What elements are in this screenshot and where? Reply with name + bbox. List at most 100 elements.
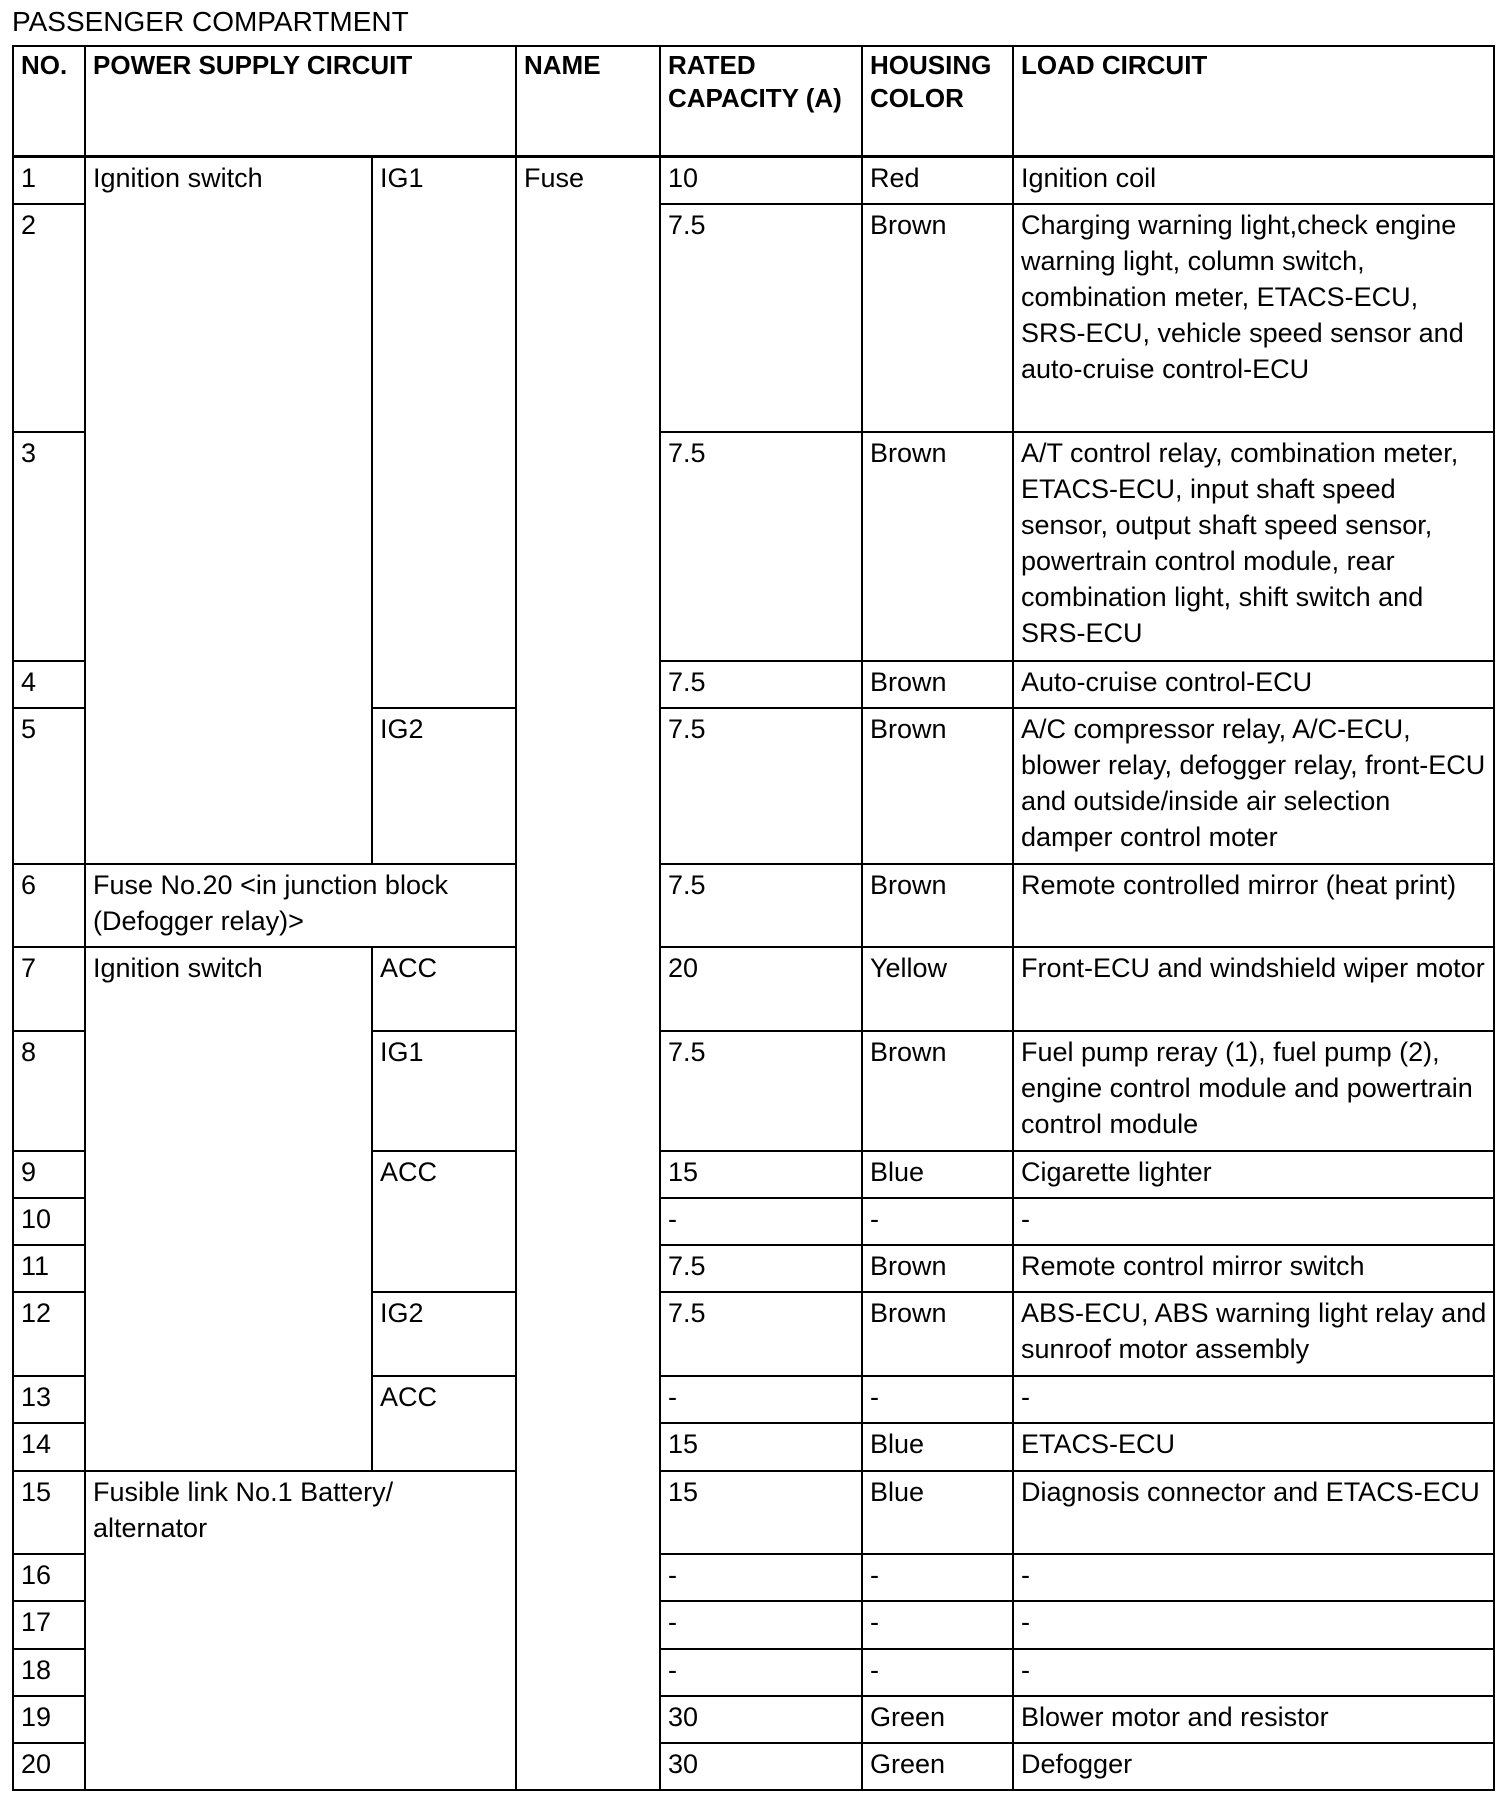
table-row: 18- - - — [12, 1648, 1495, 1697]
load-circuit: Auto-cruise control-ECU — [1012, 660, 1495, 709]
housing-color: Brown — [861, 863, 1014, 948]
housing-color: Blue — [861, 1150, 1014, 1199]
fuse-name: Fuse — [515, 155, 661, 1791]
table-row: 16- - - — [12, 1553, 1495, 1602]
load-circuit: Front-ECU and windshield wiper motor — [1012, 946, 1495, 1032]
load-circuit: Charging warning light,check engine warn… — [1012, 203, 1495, 433]
housing-color: Red — [861, 155, 1014, 205]
load-circuit: ETACS-ECU — [1012, 1422, 1495, 1472]
power-supply-terminal: IG1 — [371, 155, 517, 709]
rated-capacity: 7.5 — [659, 707, 863, 865]
rated-capacity: - — [659, 1197, 863, 1246]
table-row: 10- - - — [12, 1197, 1495, 1246]
power-supply-terminal: ACC — [371, 1150, 517, 1293]
header-housing-color: HOUSING COLOR — [861, 45, 1014, 158]
load-circuit: A/T control relay, combination meter, ET… — [1012, 431, 1495, 662]
housing-color: Brown — [861, 1030, 1014, 1152]
table-row: 15 Fusible link No.1 Battery/ alternator 1… — [12, 1470, 1495, 1791]
load-circuit: ABS-ECU, ABS warning light relay and sun… — [1012, 1291, 1495, 1377]
housing-color: Green — [861, 1695, 1014, 1744]
fuse-number: 11 — [12, 1244, 86, 1293]
housing-color: - — [861, 1648, 1014, 1697]
rated-capacity: 10 — [659, 155, 863, 205]
power-supply-source: Ignition switch — [84, 946, 373, 1472]
rated-capacity: 15 — [659, 1150, 863, 1199]
fuse-number: 7 — [12, 946, 86, 1032]
power-supply-source: Ignition switch — [84, 155, 373, 865]
housing-color: Brown — [861, 660, 1014, 709]
table-row: 9 ACC 15 Blue Cigarette lighter — [12, 1150, 1495, 1293]
fuse-number: 6 — [12, 863, 86, 948]
housing-color: - — [861, 1375, 1014, 1424]
rated-capacity: - — [659, 1600, 863, 1650]
header-no: NO. — [12, 45, 86, 158]
table-row: 13 ACC - - - — [12, 1375, 1495, 1472]
fuse-number: 4 — [12, 660, 86, 709]
rated-capacity: - — [659, 1648, 863, 1697]
load-circuit: Diagnosis connector and ETACS-ECU — [1012, 1470, 1495, 1555]
housing-color: - — [861, 1553, 1014, 1602]
housing-color: - — [861, 1197, 1014, 1246]
load-circuit: A/C compressor relay, A/C-ECU, blower re… — [1012, 707, 1495, 865]
rated-capacity: 15 — [659, 1470, 863, 1555]
rated-capacity: 7.5 — [659, 1244, 863, 1293]
table-row: 17- - - — [12, 1600, 1495, 1650]
housing-color: Brown — [861, 1291, 1014, 1377]
rated-capacity: 7.5 — [659, 863, 863, 948]
power-supply-terminal: ACC — [371, 1375, 517, 1472]
power-supply-terminal: ACC — [371, 946, 517, 1032]
housing-color: Brown — [861, 203, 1014, 433]
rated-capacity: 7.5 — [659, 1291, 863, 1377]
fuse-table: NO. POWER SUPPLY CIRCUIT NAME RATED CAPA… — [12, 45, 1495, 1791]
power-supply-terminal: IG2 — [371, 707, 517, 865]
table-row: 11 7.5 Brown Remote control mirror switch — [12, 1244, 1495, 1293]
table-row: 12 IG2 7.5 Brown ABS-ECU, ABS warning light … — [12, 1291, 1495, 1377]
rated-capacity: 20 — [659, 946, 863, 1032]
header-power-supply-circuit: POWER SUPPLY CIRCUIT — [84, 45, 517, 158]
housing-color: Brown — [861, 707, 1014, 865]
load-circuit: Ignition coil — [1012, 155, 1495, 205]
housing-color: Blue — [861, 1470, 1014, 1555]
load-circuit: - — [1012, 1600, 1495, 1650]
fuse-number: 17 — [12, 1600, 86, 1650]
fuse-number: 8 — [12, 1030, 86, 1152]
fuse-number: 14 — [12, 1422, 86, 1472]
header-rated-capacity: RATED CAPACITY (A) — [659, 45, 863, 158]
fuse-number: 16 — [12, 1553, 86, 1602]
table-row: 1 Ignition switch IG1 Fuse 10 Red Ignition coi… — [12, 155, 1495, 1791]
rated-capacity: 15 — [659, 1422, 863, 1472]
housing-color: - — [861, 1600, 1014, 1650]
fuse-number: 9 — [12, 1150, 86, 1199]
rated-capacity: 7.5 — [659, 203, 863, 433]
rated-capacity: - — [659, 1375, 863, 1424]
load-circuit: - — [1012, 1375, 1495, 1424]
power-supply-source: Fusible link No.1 Battery/ alternator — [84, 1470, 517, 1791]
table-row: 14 15 Blue ETACS-ECU — [12, 1422, 1495, 1472]
load-circuit: Defogger — [1012, 1742, 1495, 1791]
fuse-number: 19 — [12, 1695, 86, 1744]
table-row: 7 Ignition switch ACC 20 Yellow Front-ECU and… — [12, 946, 1495, 1472]
load-circuit: Blower motor and resistor — [1012, 1695, 1495, 1744]
fuse-number: 13 — [12, 1375, 86, 1424]
table-row: 8 IG1 7.5 Brown Fuel pump reray (1), fuel pu… — [12, 1030, 1495, 1152]
power-supply-terminal: IG2 — [371, 1291, 517, 1377]
table-row: 2 7.5 Brown Charging warning light,check en… — [12, 203, 1495, 433]
table-row: 19 30 Green Blower motor and resistor — [12, 1695, 1495, 1744]
header-load-circuit: LOAD CIRCUIT — [1012, 45, 1495, 158]
rated-capacity: - — [659, 1553, 863, 1602]
fuse-number: 15 — [12, 1470, 86, 1555]
housing-color: Yellow — [861, 946, 1014, 1032]
load-circuit: - — [1012, 1197, 1495, 1246]
fuse-number: 20 — [12, 1742, 86, 1791]
fuse-number: 10 — [12, 1197, 86, 1246]
load-circuit: Remote controlled mirror (heat print) — [1012, 863, 1495, 948]
housing-color: Brown — [861, 1244, 1014, 1293]
fuse-number: 1 — [12, 155, 86, 205]
rated-capacity: 7.5 — [659, 660, 863, 709]
power-supply-terminal: IG1 — [371, 1030, 517, 1152]
rated-capacity: 30 — [659, 1695, 863, 1744]
power-supply-source: Fuse No.20 <in junction block (Defogger … — [84, 863, 517, 948]
header-row: NO. POWER SUPPLY CIRCUIT NAME RATED CAPA… — [12, 45, 1495, 158]
header-name: NAME — [515, 45, 661, 158]
housing-color: Brown — [861, 431, 1014, 662]
